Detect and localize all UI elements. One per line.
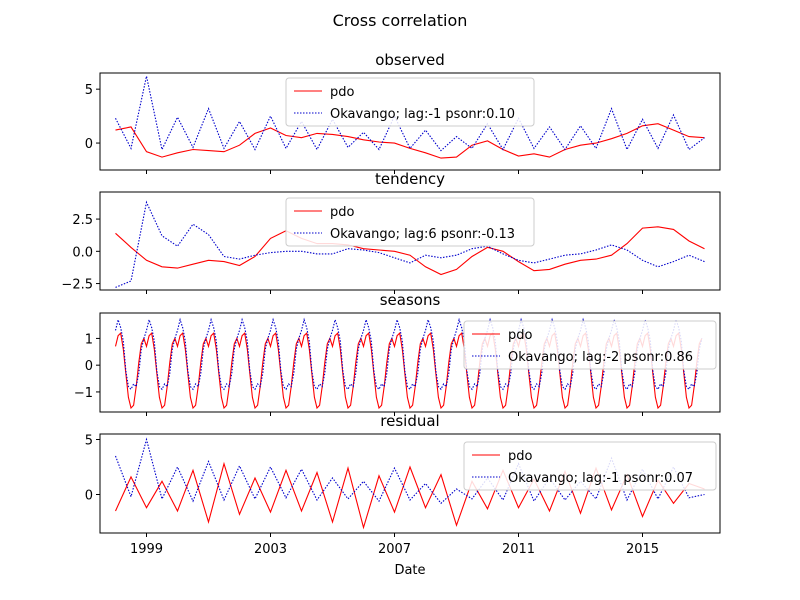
legend-box — [285, 197, 535, 247]
legend-box — [463, 320, 717, 370]
subplot-tendency: tendency −2.5 0.0 2.5 pdo Okavango; lag:6 pso… — [61, 170, 721, 294]
legend-entry: Okavango; lag:-1 psonr:0.07 — [508, 471, 693, 486]
y-tick-label: −2.5 — [61, 278, 93, 293]
x-tick-label: 2015 — [626, 542, 659, 557]
legend: pdo Okavango; lag:-1 psonr:0.07 — [463, 441, 717, 491]
x-axis-label: Date — [394, 563, 425, 578]
panel-title: seasons — [380, 291, 441, 309]
y-tick-label: 0 — [85, 137, 93, 152]
panel-title: tendency — [375, 170, 445, 188]
legend: pdo Okavango; lag:6 psonr:-0.13 — [285, 197, 535, 247]
x-tick-label: 2007 — [378, 542, 411, 557]
y-tick-label: 5 — [85, 434, 93, 449]
x-tick-label: 2003 — [254, 542, 287, 557]
series-line-pdo — [115, 226, 705, 276]
legend-box — [285, 77, 535, 127]
figure-title: Cross correlation — [333, 11, 468, 30]
y-tick-label: 0 — [85, 359, 93, 374]
legend: pdo Okavango; lag:-1 psonr:0.10 — [285, 77, 535, 127]
x-tick-label: 1999 — [130, 542, 163, 557]
subplot-grid: observed 0 5 pdo Okavango; lag:-1 psonr:0.10… — [61, 51, 721, 557]
subplot-residual: residual 0 5 1999 2003 2007 2011 2015 pdo Okavang… — [85, 412, 721, 557]
series-line-pdo — [114, 461, 705, 530]
legend-entry: Okavango; lag:6 psonr:-0.13 — [330, 227, 515, 242]
subplot-seasons: seasons −1 0 1 pdo Okavango; lag:-2 psonr:0.8… — [74, 291, 721, 416]
axes-frame — [99, 191, 721, 291]
y-tick-label: 0 — [85, 489, 93, 504]
legend-box — [463, 441, 717, 491]
legend-entry: Okavango; lag:-2 psonr:0.86 — [508, 350, 693, 365]
legend-entry: pdo — [508, 449, 533, 464]
y-tick-label: 2.5 — [72, 213, 93, 228]
legend-entry: pdo — [330, 205, 355, 220]
series-line-pdo — [115, 123, 705, 159]
legend-entry: pdo — [508, 328, 533, 343]
panel-title: residual — [380, 412, 439, 430]
y-tick-label: 5 — [85, 83, 93, 98]
legend: pdo Okavango; lag:-2 psonr:0.86 — [463, 320, 717, 370]
series-line-okavango — [115, 200, 705, 288]
x-tick-label: 2011 — [502, 542, 535, 557]
subplot-observed: observed 0 5 pdo Okavango; lag:-1 psonr:0.10 — [85, 51, 721, 174]
y-tick-label: 0.0 — [72, 245, 93, 260]
y-tick-label: −1 — [74, 386, 93, 401]
y-tick-label: 1 — [85, 332, 93, 347]
legend-entry: pdo — [330, 85, 355, 100]
axes-frame — [99, 312, 721, 413]
axes-frame — [99, 433, 721, 534]
legend-entry: Okavango; lag:-1 psonr:0.10 — [330, 107, 515, 122]
axes-frame — [99, 72, 721, 171]
series-line-okavango — [115, 76, 705, 152]
panel-title: observed — [375, 51, 445, 69]
